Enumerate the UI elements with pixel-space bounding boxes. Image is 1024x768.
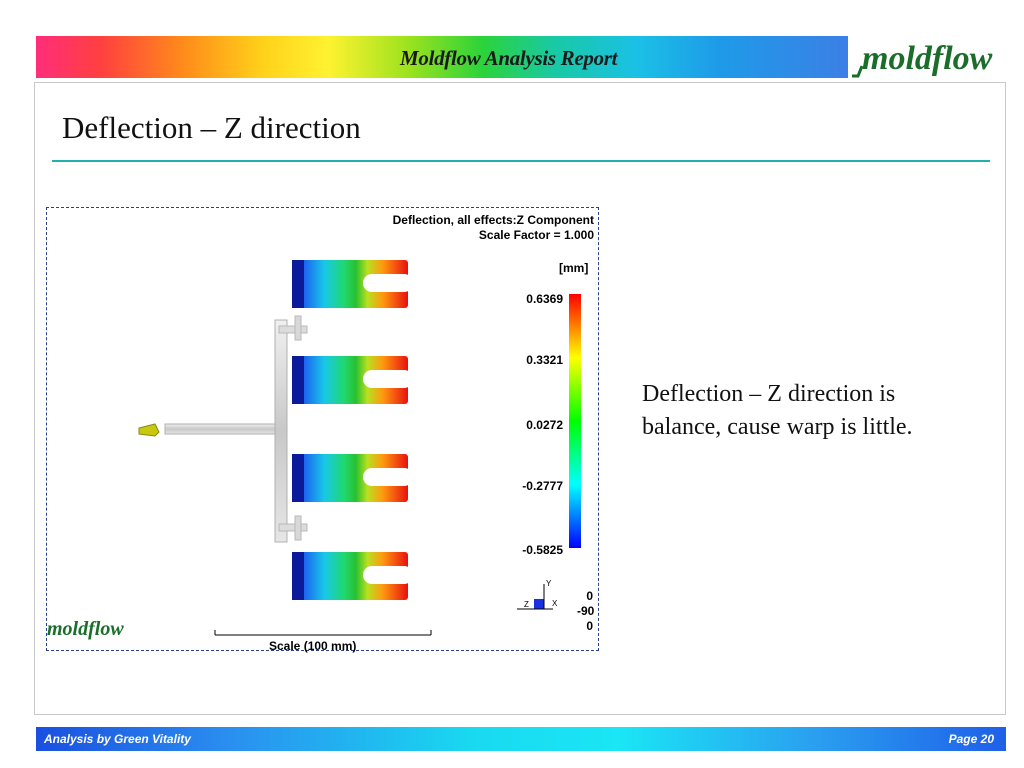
orientation-values: 0 -90 0: [577, 589, 595, 634]
axis-y-label: Y: [546, 579, 552, 588]
legend-tick: -0.5825: [522, 543, 563, 557]
legend-tick: 0.3321: [526, 353, 563, 367]
orientation-value: -90: [577, 604, 595, 618]
part-render: Y Z X: [138, 260, 581, 636]
header-gradient-band: [36, 36, 848, 78]
slide-title: Deflection – Z direction: [62, 110, 361, 145]
orientation-value: 0: [586, 619, 593, 633]
scale-label: Scale (100 mm): [269, 639, 357, 653]
legend-tick: -0.2777: [522, 479, 563, 493]
legend-color-bar: [569, 294, 581, 548]
part-3: [292, 454, 413, 502]
logo-text: moldflow: [862, 40, 993, 77]
plot-header: Deflection, all effects:Z Component Scal…: [393, 213, 594, 243]
plot-title: Deflection, all effects:Z Component: [392, 213, 594, 227]
part-2: [292, 356, 413, 404]
description-text: Deflection – Z direction is balance, cau…: [642, 381, 913, 440]
moldflow-logo-small: moldflow: [47, 618, 124, 640]
part-4: [292, 552, 413, 600]
moldflow-logo: moldflow: [848, 40, 993, 82]
axis-z-label: Z: [524, 600, 529, 609]
scale-factor: Scale Factor = 1.000: [478, 228, 594, 242]
page-number: Page 20: [948, 732, 994, 746]
footer-credit: Analysis by Green Vitality: [44, 732, 191, 746]
footer-band: [36, 727, 1006, 751]
unit-label: [mm]: [559, 261, 589, 275]
orientation-triad: Y Z X: [517, 579, 558, 610]
slide-frame: [34, 82, 1006, 715]
title-rule: [52, 160, 990, 162]
legend-tick: 0.6369: [526, 292, 563, 306]
deflection-plot: Deflection, all effects:Z Component Scal…: [46, 207, 599, 653]
part-1: [292, 260, 413, 308]
logo-small-text: moldflow: [47, 618, 124, 640]
legend-tick: 0.0272: [526, 418, 563, 432]
axis-x-label: X: [552, 599, 558, 608]
report-title: Moldflow Analysis Report: [400, 46, 618, 70]
orientation-value: 0: [586, 589, 593, 603]
